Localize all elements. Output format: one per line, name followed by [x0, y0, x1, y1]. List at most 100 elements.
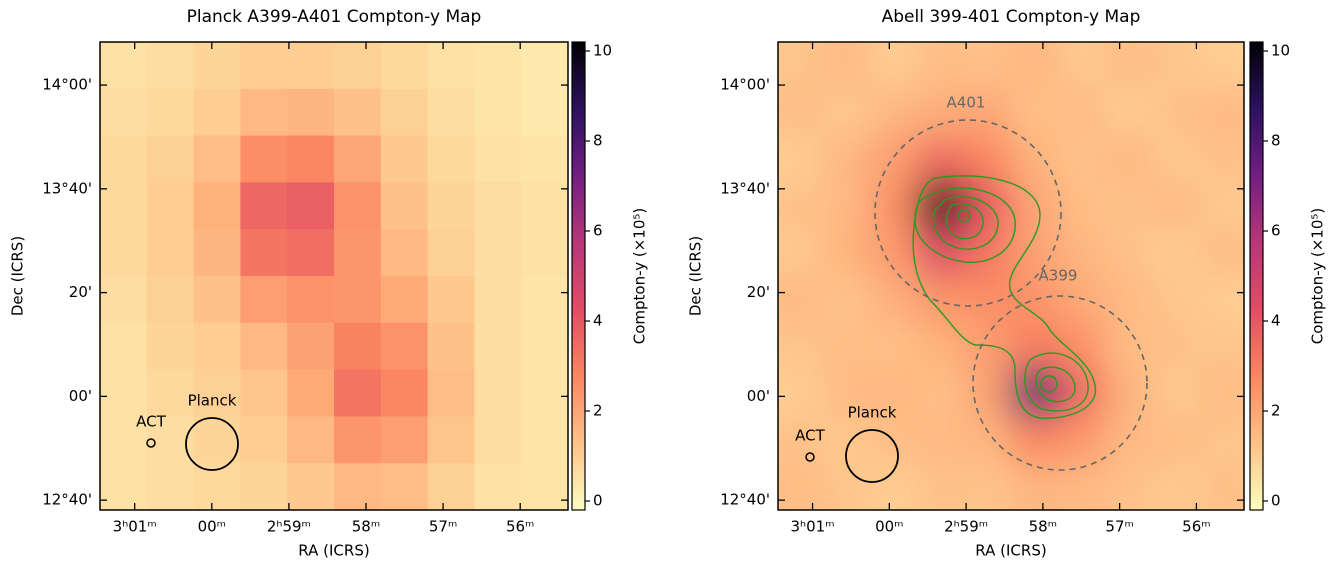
annotation: A401: [947, 94, 986, 112]
heat-cell: [287, 136, 334, 183]
heat-cell: [194, 323, 241, 370]
x-tick-label: 00ᵐ: [875, 518, 903, 536]
heat-cell: [381, 136, 428, 183]
heat-cell: [100, 42, 147, 89]
heat-cell: [428, 370, 475, 417]
y-axis-label: Dec (ICRS): [9, 236, 27, 316]
colorbar-label: Compton-y (×10⁵): [1309, 208, 1327, 345]
heat-cell: [334, 136, 381, 183]
heat-cell: [825, 12, 872, 89]
heat-cell: [1104, 89, 1151, 136]
colorbar-tick-label: 6: [593, 222, 603, 240]
x-tick-label: 3ʰ01ᵐ: [113, 518, 157, 536]
heat-cell: [194, 89, 241, 136]
chart-title: Abell 399-401 Compton-y Map: [882, 7, 1141, 27]
heat-cell: [287, 229, 334, 276]
heat-cell: [100, 463, 147, 510]
heat-cell: [964, 276, 1011, 323]
heat-cell: [194, 42, 241, 89]
heat-cell: [918, 323, 965, 370]
heat-cell: [100, 276, 147, 323]
heat-cell: [147, 42, 194, 89]
heat-cell: [428, 416, 475, 463]
heat-cell: [100, 136, 147, 183]
heat-cell: [381, 323, 428, 370]
heat-cell: [334, 229, 381, 276]
annotation: Planck: [188, 392, 237, 410]
colorbar: [1250, 42, 1263, 510]
heat-cell: [287, 416, 334, 463]
heat-cell: [521, 323, 568, 370]
x-tick-label: 58ᵐ: [352, 518, 380, 536]
heat-cell: [240, 416, 287, 463]
colorbar-tick-label: 0: [1271, 492, 1281, 510]
heat-cell: [1151, 229, 1198, 276]
heat-cell: [287, 276, 334, 323]
heat-cell: [428, 463, 475, 510]
heat-cell: [381, 370, 428, 417]
heat-cell: [240, 229, 287, 276]
y-tick-label: 13°40': [720, 179, 770, 197]
heat-cell: [287, 463, 334, 510]
heat-cell: [825, 323, 872, 370]
heat-cell: [147, 89, 194, 136]
heat-cell: [1058, 463, 1105, 540]
heat-cell: [1151, 89, 1198, 136]
heat-cell: [287, 323, 334, 370]
heat-cell: [918, 416, 965, 463]
heat-cell: [1058, 89, 1105, 136]
heat-cell: [1058, 136, 1105, 183]
heat-cell: [964, 229, 1011, 276]
heat-cell: [334, 182, 381, 229]
heat-cell: [474, 370, 521, 417]
heat-cell: [748, 136, 825, 183]
heat-cell: [334, 416, 381, 463]
heat-cell: [825, 136, 872, 183]
colorbar-tick-label: 4: [1271, 312, 1281, 330]
heat-cell: [964, 370, 1011, 417]
heatmap: [100, 42, 569, 511]
heat-cell: [1151, 276, 1198, 323]
heat-cell: [825, 89, 872, 136]
heat-cell: [748, 229, 825, 276]
cells: [100, 42, 569, 511]
heat-cell: [1058, 182, 1105, 229]
heat-cell: [521, 42, 568, 89]
heat-cell: [334, 370, 381, 417]
heat-cell: [428, 89, 475, 136]
x-tick-label: 2ʰ59ᵐ: [267, 518, 311, 536]
heat-cell: [100, 89, 147, 136]
heat-cell: [825, 276, 872, 323]
figure: ACT Planck A401 A399 ACT Planck Planck A…: [0, 0, 1344, 565]
heat-cell: [871, 416, 918, 463]
heat-cell: [825, 182, 872, 229]
heat-cell: [521, 370, 568, 417]
x-tick-label: 57ᵐ: [1105, 518, 1133, 536]
heat-cell: [1104, 370, 1151, 417]
heat-cell: [240, 89, 287, 136]
heat-cell: [147, 229, 194, 276]
y-tick-label: 20': [69, 283, 92, 301]
heat-cell: [1104, 229, 1151, 276]
heat-cell: [474, 136, 521, 183]
chart-title: Planck A399-A401 Compton-y Map: [187, 7, 482, 27]
heat-cell: [147, 182, 194, 229]
y-tick-label: 12°40': [42, 491, 92, 509]
heat-cell: [240, 276, 287, 323]
heat-cell: [521, 89, 568, 136]
heat-cell: [871, 323, 918, 370]
heat-cell: [147, 463, 194, 510]
annotation: A399: [1039, 267, 1078, 285]
x-axis-label: RA (ICRS): [298, 542, 369, 560]
y-axis-label: Dec (ICRS): [687, 236, 705, 316]
heat-cell: [1151, 370, 1198, 417]
y-tick-label: 14°00': [720, 76, 770, 94]
heat-cell: [964, 323, 1011, 370]
heat-cell: [240, 136, 287, 183]
heat-cell: [521, 182, 568, 229]
annotation: ACT: [795, 427, 825, 445]
heat-cell: [1151, 182, 1198, 229]
heat-cell: [381, 42, 428, 89]
heat-cell: [474, 416, 521, 463]
colorbar-tick-label: 6: [1271, 222, 1281, 240]
